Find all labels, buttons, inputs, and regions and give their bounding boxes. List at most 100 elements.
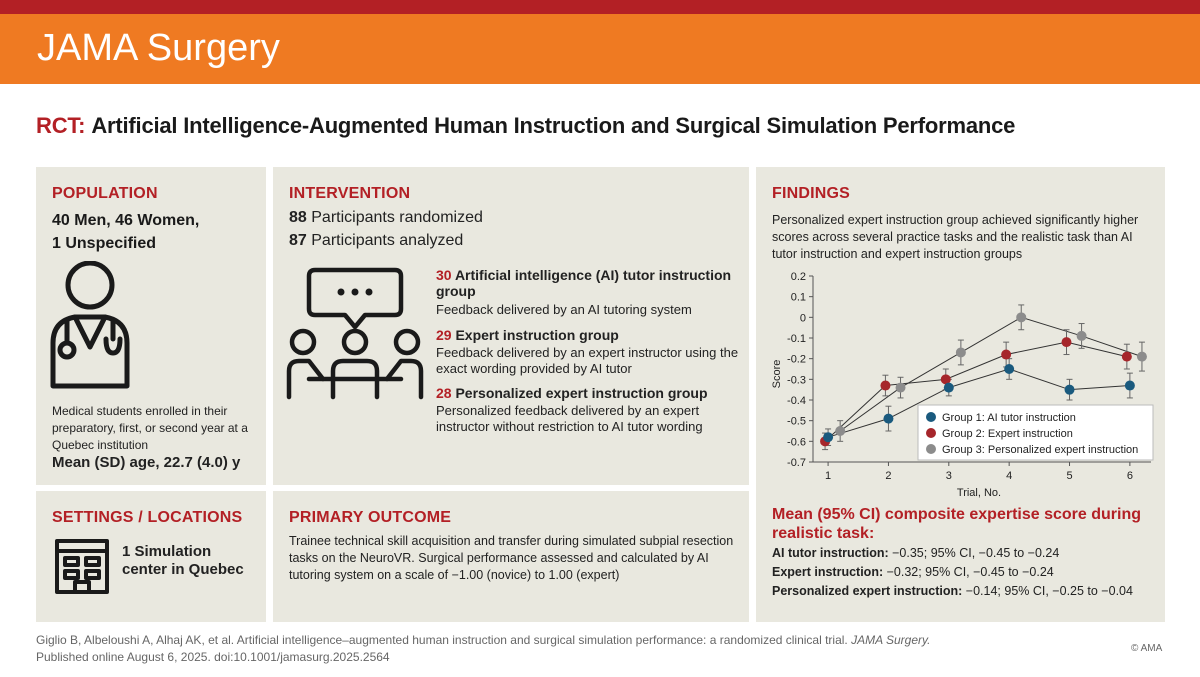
result-expert-label: Expert instruction:: [772, 565, 884, 579]
x-axis-label: Trial, No.: [957, 487, 1001, 499]
findings-panel: FINDINGS Personalized expert instruction…: [756, 167, 1165, 622]
population-counts: 40 Men, 46 Women, 1 Unspecified: [52, 209, 199, 255]
data-point: [823, 432, 834, 443]
result-expert: Expert instruction: −0.32; 95% CI, −0.45…: [772, 565, 1054, 579]
data-point: [940, 374, 951, 385]
data-point: [895, 382, 906, 393]
group-ai-tutor-label: Artificial intelligence (AI) tutor instr…: [436, 267, 732, 299]
x-tick-label: 2: [885, 470, 891, 482]
legend-label: Group 3: Personalized expert instruction: [942, 444, 1138, 456]
settings-location: 1 Simulation center in Quebec: [122, 543, 244, 579]
legend-label: Group 1: AI tutor instruction: [942, 412, 1076, 424]
participants-analyzed: 87 Participants analyzed: [289, 232, 463, 250]
group-expert-title: 29 Expert instruction group: [436, 327, 746, 343]
group-expert-desc: Feedback delivered by an expert instruct…: [436, 345, 739, 376]
settings-panel: SETTINGS / LOCATIONS 1 Simulation center…: [36, 491, 266, 622]
group-expert: 29 Expert instruction group Feedback del…: [436, 327, 746, 377]
group-personalized-title: 28 Personalized expert instruction group: [436, 385, 746, 401]
population-age: Mean (SD) age, 22.7 (4.0) y: [52, 454, 241, 471]
group-personalized-desc: Personalized feedback delivered by an ex…: [436, 403, 703, 434]
result-personalized-label: Personalized expert instruction:: [772, 584, 963, 598]
group-expert-count: 29: [436, 327, 452, 343]
data-point: [955, 347, 966, 358]
x-tick-label: 1: [825, 470, 831, 482]
series-line: [824, 341, 1127, 442]
data-point: [880, 380, 891, 391]
y-tick-label: -0.2: [787, 354, 806, 366]
y-tick-label: -0.3: [787, 374, 806, 386]
group-expert-label: Expert instruction group: [451, 327, 619, 343]
analyzed-label: Participants analyzed: [306, 232, 464, 249]
population-panel: POPULATION 40 Men, 46 Women, 1 Unspecifi…: [36, 167, 266, 485]
settings-line1: 1 Simulation: [122, 543, 212, 560]
participants-randomized: 88 Participants randomized: [289, 209, 483, 227]
x-tick-label: 5: [1066, 470, 1072, 482]
intervention-heading: INTERVENTION: [289, 185, 411, 202]
settings-heading: SETTINGS / LOCATIONS: [52, 509, 243, 526]
citation-journal: JAMA Surgery.: [851, 633, 931, 647]
page-title: RCT: Artificial Intelligence-Augmented Hu…: [36, 113, 1015, 139]
legend-marker: [926, 428, 936, 438]
randomized-count: 88: [289, 209, 307, 226]
y-tick-label: -0.4: [787, 395, 806, 407]
data-point: [1136, 351, 1147, 362]
analyzed-count: 87: [289, 232, 307, 249]
copyright: © AMA: [1131, 643, 1163, 654]
y-tick-label: -0.7: [787, 457, 806, 469]
group-discussion-icon: [286, 267, 424, 400]
population-line1: 40 Men, 46 Women,: [52, 212, 200, 229]
result-personalized-value: −0.14; 95% CI, −0.25 to −0.04: [962, 584, 1133, 598]
legend-box: [917, 404, 1154, 461]
group-personalized: 28 Personalized expert instruction group…: [436, 385, 746, 435]
data-point: [1124, 380, 1135, 391]
findings-heading: FINDINGS: [772, 185, 851, 202]
randomized-label: Participants randomized: [306, 209, 483, 226]
group-ai-tutor-desc: Feedback delivered by an AI tutoring sys…: [436, 302, 692, 317]
data-point: [1004, 364, 1015, 374]
data-point: [1064, 384, 1075, 395]
result-ai-tutor-value: −0.35; 95% CI, −0.45 to −0.24: [888, 546, 1060, 560]
data-point: [883, 413, 894, 424]
title-text: Artificial Intelligence-Augmented Human …: [91, 113, 1016, 138]
group-ai-tutor: 30 Artificial intelligence (AI) tutor in…: [436, 267, 746, 318]
y-axis-label: Score: [771, 360, 783, 389]
y-tick-label: -0.1: [787, 333, 806, 345]
group-personalized-count: 28: [436, 385, 452, 401]
group-ai-tutor-title: 30 Artificial intelligence (AI) tutor in…: [436, 267, 746, 299]
outcome-heading: PRIMARY OUTCOME: [289, 509, 452, 526]
top-accent-bar: [0, 0, 1200, 14]
building-icon: [55, 539, 109, 594]
citation: Giglio B, Albeloushi A, Alhaj AK, et al.…: [36, 632, 1036, 666]
intervention-panel: INTERVENTION 88 Participants randomized …: [273, 167, 749, 485]
data-point: [1016, 312, 1027, 323]
score-line-chart: 0.2 0.1 0 -0.1 -0.2 -0.3 -0.4 -0.5 -0.6 -0.7 1 2 3 4…: [771, 271, 1154, 499]
result-ai-tutor-label: AI tutor instruction:: [772, 546, 889, 560]
y-tick-label: 0.1: [791, 292, 806, 304]
legend-label: Group 2: Expert instruction: [942, 428, 1073, 440]
y-tick-label: -0.5: [787, 416, 806, 428]
data-point: [1076, 330, 1087, 341]
group-personalized-label: Personalized expert instruction group: [451, 385, 708, 401]
citation-line2: Published online August 6, 2025. doi:10.…: [36, 650, 390, 664]
settings-line2: center in Quebec: [122, 561, 244, 578]
series-line: [827, 368, 1130, 438]
population-heading: POPULATION: [52, 185, 158, 202]
result-expert-value: −0.32; 95% CI, −0.45 to −0.24: [883, 565, 1054, 579]
result-heading: Mean (95% CI) composite expertise score …: [772, 506, 1141, 542]
result-personalized: Personalized expert instruction: −0.14; …: [772, 584, 1133, 598]
y-tick-label: 0.2: [791, 271, 806, 283]
title-prefix: RCT:: [36, 113, 86, 138]
data-point: [835, 426, 846, 436]
population-line2: 1 Unspecified: [52, 235, 157, 252]
journal-title: JAMA Surgery: [37, 27, 280, 69]
physician-icon: [50, 261, 130, 389]
y-tick-label: 0: [800, 312, 806, 324]
x-tick-label: 6: [1127, 470, 1133, 482]
legend-marker: [926, 444, 936, 454]
x-tick-label: 4: [1006, 470, 1012, 482]
data-point: [1061, 337, 1072, 348]
population-description: Medical students enrolled in their prepa…: [52, 404, 248, 452]
citation-line1: Giglio B, Albeloushi A, Alhaj AK, et al.…: [36, 632, 1036, 649]
result-ai-tutor: AI tutor instruction: −0.35; 95% CI, −0.…: [772, 546, 1059, 560]
x-tick-label: 3: [946, 470, 952, 482]
